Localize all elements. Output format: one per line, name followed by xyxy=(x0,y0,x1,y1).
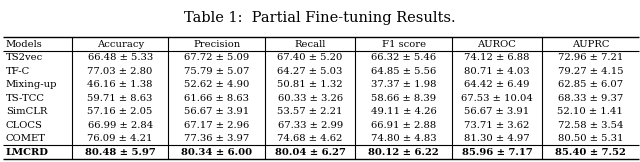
Text: 56.67 ± 3.91: 56.67 ± 3.91 xyxy=(184,107,250,116)
Text: 72.96 ± 7.21: 72.96 ± 7.21 xyxy=(557,53,623,62)
Text: 80.50 ± 5.31: 80.50 ± 5.31 xyxy=(557,134,623,143)
Text: 67.72 ± 5.09: 67.72 ± 5.09 xyxy=(184,53,250,62)
Text: 59.71 ± 8.63: 59.71 ± 8.63 xyxy=(88,93,153,103)
Text: 80.12 ± 6.22: 80.12 ± 6.22 xyxy=(368,148,439,156)
Text: 60.33 ± 3.26: 60.33 ± 3.26 xyxy=(278,93,342,103)
Text: 46.16 ± 1.38: 46.16 ± 1.38 xyxy=(88,80,153,89)
Text: 80.48 ± 5.97: 80.48 ± 5.97 xyxy=(84,148,156,156)
Text: AUROC: AUROC xyxy=(477,40,516,48)
Text: CLOCS: CLOCS xyxy=(6,121,43,129)
Text: 81.30 ± 4.97: 81.30 ± 4.97 xyxy=(464,134,530,143)
Text: 53.57 ± 2.21: 53.57 ± 2.21 xyxy=(277,107,343,116)
Text: 67.40 ± 5.20: 67.40 ± 5.20 xyxy=(278,53,343,62)
Text: 50.81 ± 1.32: 50.81 ± 1.32 xyxy=(277,80,343,89)
Text: 79.27 ± 4.15: 79.27 ± 4.15 xyxy=(557,67,623,75)
Text: 52.10 ± 1.41: 52.10 ± 1.41 xyxy=(557,107,623,116)
Text: Recall: Recall xyxy=(294,40,326,48)
Text: TS2vec: TS2vec xyxy=(6,53,43,62)
Text: 77.03 ± 2.80: 77.03 ± 2.80 xyxy=(88,67,153,75)
Text: 64.27 ± 5.03: 64.27 ± 5.03 xyxy=(278,67,343,75)
Text: 73.71 ± 3.62: 73.71 ± 3.62 xyxy=(464,121,530,129)
Text: 62.85 ± 6.07: 62.85 ± 6.07 xyxy=(558,80,623,89)
Text: 64.42 ± 6.49: 64.42 ± 6.49 xyxy=(464,80,530,89)
Text: 52.62 ± 4.90: 52.62 ± 4.90 xyxy=(184,80,250,89)
Text: LMCRD: LMCRD xyxy=(6,148,49,156)
Text: COMET: COMET xyxy=(6,134,46,143)
Text: 56.67 ± 3.91: 56.67 ± 3.91 xyxy=(465,107,530,116)
Text: 67.53 ± 10.04: 67.53 ± 10.04 xyxy=(461,93,533,103)
Text: 57.16 ± 2.05: 57.16 ± 2.05 xyxy=(88,107,153,116)
Text: 67.33 ± 2.99: 67.33 ± 2.99 xyxy=(278,121,343,129)
Text: 37.37 ± 1.98: 37.37 ± 1.98 xyxy=(371,80,436,89)
Text: 76.09 ± 4.21: 76.09 ± 4.21 xyxy=(88,134,153,143)
Text: 64.85 ± 5.56: 64.85 ± 5.56 xyxy=(371,67,436,75)
Text: 80.34 ± 6.00: 80.34 ± 6.00 xyxy=(181,148,252,156)
Text: Mixing-up: Mixing-up xyxy=(6,80,57,89)
Text: 68.33 ± 9.37: 68.33 ± 9.37 xyxy=(558,93,623,103)
Text: 66.91 ± 2.88: 66.91 ± 2.88 xyxy=(371,121,436,129)
Text: Table 1:  Partial Fine-tuning Results.: Table 1: Partial Fine-tuning Results. xyxy=(184,11,456,25)
Text: Models: Models xyxy=(6,40,42,48)
Text: 74.12 ± 6.88: 74.12 ± 6.88 xyxy=(464,53,530,62)
Text: SimCLR: SimCLR xyxy=(6,107,47,116)
Text: 66.32 ± 5.46: 66.32 ± 5.46 xyxy=(371,53,436,62)
Text: F1 score: F1 score xyxy=(381,40,426,48)
Text: 58.66 ± 8.39: 58.66 ± 8.39 xyxy=(371,93,436,103)
Text: 67.17 ± 2.96: 67.17 ± 2.96 xyxy=(184,121,250,129)
Text: 77.36 ± 3.97: 77.36 ± 3.97 xyxy=(184,134,250,143)
Text: 49.11 ± 4.26: 49.11 ± 4.26 xyxy=(371,107,436,116)
Text: 74.80 ± 4.83: 74.80 ± 4.83 xyxy=(371,134,436,143)
Text: 80.71 ± 4.03: 80.71 ± 4.03 xyxy=(464,67,530,75)
Text: 72.58 ± 3.54: 72.58 ± 3.54 xyxy=(557,121,623,129)
Text: 61.66 ± 8.63: 61.66 ± 8.63 xyxy=(184,93,249,103)
Text: Accuracy: Accuracy xyxy=(97,40,144,48)
Text: TF-C: TF-C xyxy=(6,67,30,75)
Text: 75.79 ± 5.07: 75.79 ± 5.07 xyxy=(184,67,250,75)
Text: 66.99 ± 2.84: 66.99 ± 2.84 xyxy=(88,121,153,129)
Text: Precision: Precision xyxy=(193,40,241,48)
Text: 74.68 ± 4.62: 74.68 ± 4.62 xyxy=(278,134,343,143)
Text: 80.04 ± 6.27: 80.04 ± 6.27 xyxy=(275,148,346,156)
Text: 66.48 ± 5.33: 66.48 ± 5.33 xyxy=(88,53,153,62)
Text: 85.40 ± 7.52: 85.40 ± 7.52 xyxy=(555,148,626,156)
Text: AUPRC: AUPRC xyxy=(572,40,609,48)
Text: 85.96 ± 7.17: 85.96 ± 7.17 xyxy=(461,148,532,156)
Text: TS-TCC: TS-TCC xyxy=(6,93,45,103)
